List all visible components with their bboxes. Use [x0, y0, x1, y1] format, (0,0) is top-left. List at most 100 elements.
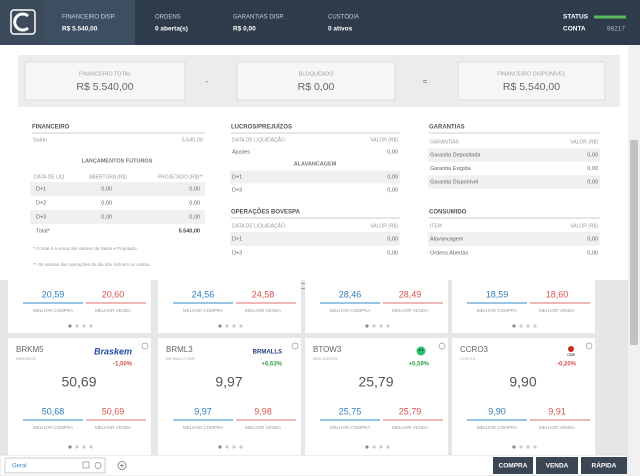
table-header: DATA DE LIQ. — [34, 174, 66, 180]
page-dot[interactable] — [519, 445, 523, 449]
symbol: BRKM5 — [16, 345, 44, 354]
table-cell: 0,00 — [101, 186, 112, 192]
action-label[interactable]: VENDA — [546, 463, 569, 470]
last-price: 50,69 — [61, 374, 96, 390]
logo-area[interactable] — [0, 0, 45, 45]
page-dot[interactable] — [89, 445, 93, 449]
page-dot[interactable] — [68, 445, 72, 449]
page-dot[interactable] — [519, 324, 523, 328]
change: +0,59% — [408, 362, 429, 368]
page-dot[interactable] — [379, 324, 383, 328]
header-label[interactable]: FINANCEIRO DISP. — [62, 15, 116, 21]
action-label[interactable]: RÁPIDA — [592, 461, 617, 470]
symbol: BRML3 — [166, 345, 193, 354]
header-label[interactable]: GARANTIAS DISP. — [233, 15, 285, 21]
table-cell: D+1 — [232, 174, 242, 180]
page-dot[interactable] — [232, 324, 236, 328]
card-menu[interactable] — [585, 342, 593, 350]
action-button[interactable] — [536, 457, 578, 474]
row-bg — [428, 232, 600, 246]
icon-button — [82, 461, 90, 469]
page-dot[interactable] — [386, 324, 390, 328]
action-button[interactable] — [493, 457, 533, 474]
card-menu[interactable] — [438, 342, 446, 350]
table-cell: 0,00 — [387, 250, 398, 256]
table-cell: 0,00 — [587, 179, 598, 185]
page-dot[interactable] — [218, 324, 222, 328]
sell-label: MELHOR VENDA — [95, 425, 131, 430]
card-menu[interactable] — [291, 342, 299, 350]
page-dot[interactable] — [533, 445, 537, 449]
page-dot[interactable] — [365, 445, 369, 449]
company-logo: CCR — [567, 353, 575, 357]
search-text[interactable]: Geral — [12, 464, 27, 470]
page-dot[interactable] — [372, 445, 376, 449]
summary-label: FINANCEIRO DISPONÍVEL — [497, 70, 565, 77]
page-dot[interactable] — [533, 324, 537, 328]
header-label[interactable]: CUSTÓDIA — [328, 14, 359, 21]
table-cell: 0,00 — [587, 236, 598, 242]
company-logo — [416, 346, 426, 356]
page-dot[interactable] — [526, 445, 530, 449]
table-cell: 0,00 — [387, 187, 398, 193]
buy-label: MELHOR COMPRA — [33, 308, 73, 313]
subtitle: LANÇAMENTOS FUTUROS — [82, 158, 153, 164]
page-dot[interactable] — [365, 324, 369, 328]
add-button[interactable] — [117, 461, 127, 470]
header-value[interactable]: 0 ativos — [328, 26, 353, 33]
page-dot[interactable] — [526, 324, 530, 328]
best-sell: 25,79 — [399, 406, 422, 416]
page-dot[interactable] — [82, 445, 86, 449]
scrollbar-thumb[interactable] — [630, 140, 638, 345]
page-dot[interactable] — [82, 324, 86, 328]
best-sell: 28,49 — [399, 289, 422, 299]
summary-box — [24, 61, 186, 101]
table-cell: Ordens Abertas — [430, 250, 468, 256]
best-buy: 9,90 — [488, 406, 506, 416]
best-buy: 24,56 — [192, 289, 215, 299]
header-value[interactable]: R$ 0,00 — [233, 26, 256, 33]
page-dot[interactable] — [512, 445, 516, 449]
status-indicator — [594, 15, 626, 19]
page-dot[interactable] — [239, 445, 243, 449]
best-buy: 50,68 — [42, 406, 65, 416]
header-value[interactable]: 0 aberta(s) — [155, 26, 188, 33]
header-value[interactable]: R$ 5.540,00 — [62, 26, 98, 33]
table-cell: 0,00 — [101, 214, 112, 220]
logo-mark — [568, 346, 574, 352]
page-dot[interactable] — [512, 324, 516, 328]
page-dot[interactable] — [218, 445, 222, 449]
page-dot[interactable] — [75, 445, 79, 449]
page-dot[interactable] — [225, 445, 229, 449]
table-header: ABERTURA (R$) — [89, 174, 127, 180]
total-label: Total* — [36, 228, 51, 234]
page-dot[interactable] — [239, 324, 243, 328]
icon-button[interactable] — [94, 462, 102, 469]
company: CCR SA — [460, 356, 475, 361]
buy-label: MELHOR COMPRA — [477, 425, 517, 430]
header-label[interactable]: ORDENS — [155, 15, 181, 21]
best-buy: 18,59 — [486, 289, 509, 299]
action-button[interactable] — [581, 457, 627, 474]
page-dot[interactable] — [386, 445, 390, 449]
section-title: LUCROS/PREJUÍZOS — [231, 123, 292, 131]
row-bg — [428, 175, 600, 189]
page-dot[interactable] — [225, 324, 229, 328]
page-dot[interactable] — [68, 324, 72, 328]
row-bg — [30, 182, 205, 196]
table-cell: D+2 — [36, 200, 46, 206]
row-bg — [230, 170, 400, 184]
row-bg — [428, 148, 600, 162]
footnote: * O total é a soma dos valores de Saldo … — [33, 246, 138, 251]
page-dot[interactable] — [379, 445, 383, 449]
card-menu[interactable] — [141, 342, 149, 350]
action-label[interactable]: COMPRA — [499, 463, 528, 470]
summary-value: R$ 5.540,00 — [503, 81, 560, 93]
best-sell: 20,60 — [102, 289, 125, 299]
best-sell: 18,60 — [546, 289, 569, 299]
logo-frame — [10, 9, 36, 35]
page-dot[interactable] — [75, 324, 79, 328]
page-dot[interactable] — [232, 445, 236, 449]
page-dot[interactable] — [372, 324, 376, 328]
page-dot[interactable] — [89, 324, 93, 328]
